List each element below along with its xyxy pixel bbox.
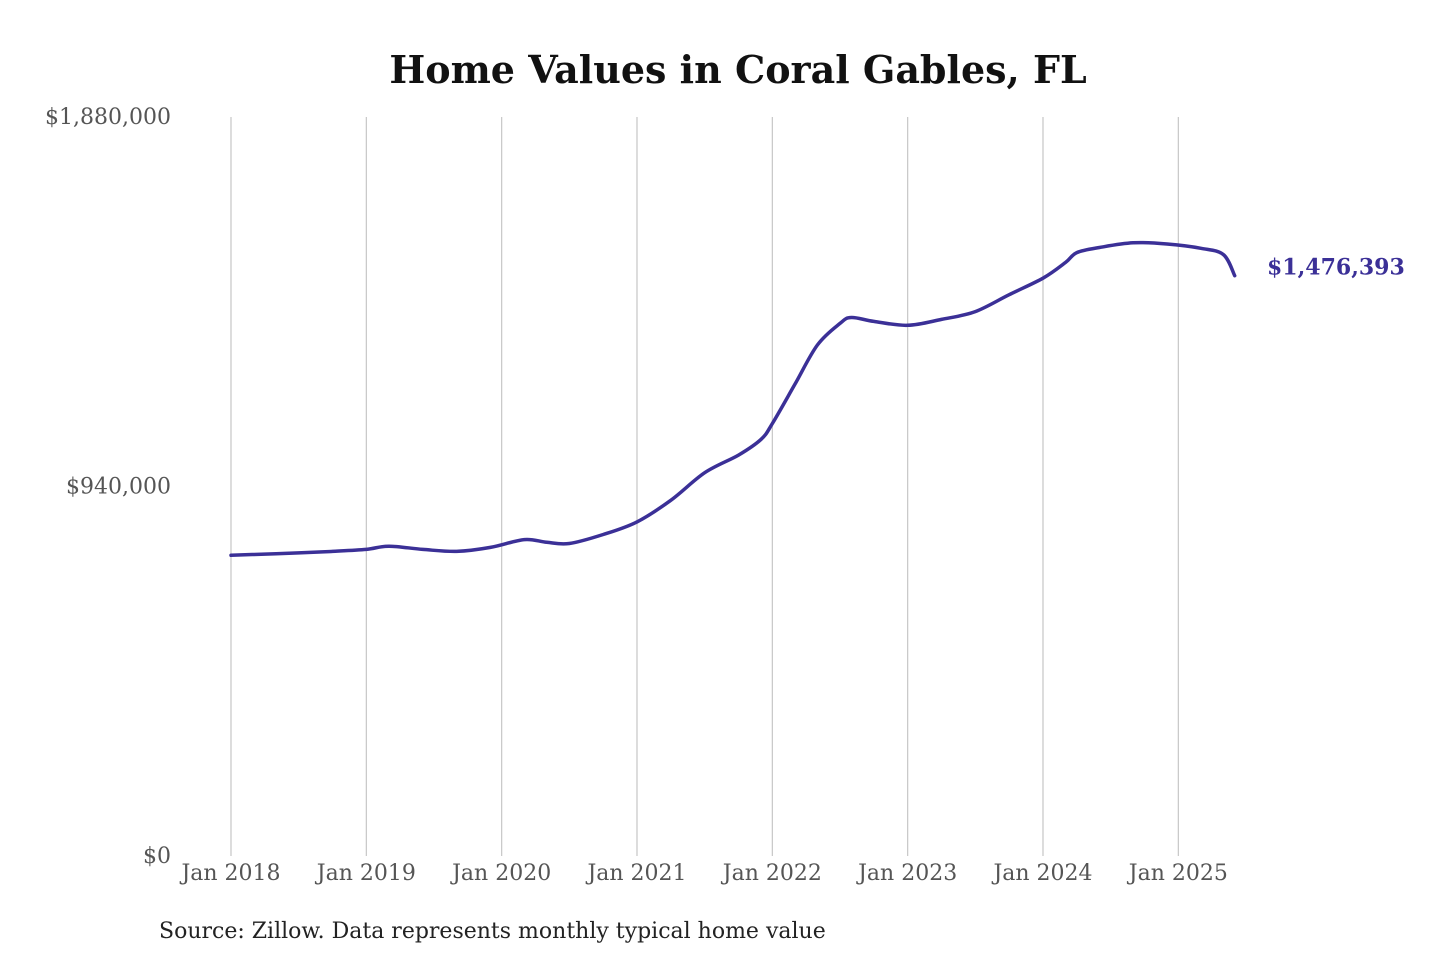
data-point bbox=[1165, 242, 1169, 246]
data-point bbox=[770, 422, 774, 426]
x-tick-label: Jan 2020 bbox=[450, 861, 551, 886]
x-tick-label: Jan 2024 bbox=[991, 861, 1092, 886]
y-tick-label: $940,000 bbox=[66, 475, 171, 500]
data-point bbox=[297, 551, 301, 555]
x-tick-label: Jan 2022 bbox=[721, 861, 822, 886]
y-axis: $0 $940,000 $1,880,000 bbox=[45, 105, 171, 869]
data-point bbox=[849, 315, 853, 319]
data-point bbox=[1064, 260, 1068, 264]
grid-layer bbox=[230, 117, 1179, 856]
data-point bbox=[263, 552, 267, 556]
x-tick-label: Jan 2025 bbox=[1127, 861, 1228, 886]
series-layer: $1,476,393 bbox=[229, 240, 1405, 558]
data-point bbox=[387, 544, 391, 548]
data-point bbox=[1007, 293, 1011, 297]
series-line bbox=[229, 240, 1237, 558]
data-point bbox=[815, 343, 819, 347]
data-point bbox=[421, 547, 425, 551]
data-point bbox=[1233, 274, 1237, 278]
data-point bbox=[793, 382, 797, 386]
data-point bbox=[759, 437, 763, 441]
data-point bbox=[1199, 246, 1203, 250]
data-point bbox=[601, 532, 605, 536]
data-point bbox=[838, 321, 842, 325]
data-point bbox=[488, 545, 492, 549]
data-point bbox=[331, 549, 335, 553]
x-tick-label: Jan 2019 bbox=[315, 861, 416, 886]
y-tick-label: $0 bbox=[143, 844, 171, 869]
data-point bbox=[364, 547, 368, 551]
x-tick-label: Jan 2018 bbox=[179, 861, 280, 886]
data-point bbox=[635, 520, 639, 524]
data-point bbox=[906, 323, 910, 327]
source-note: Source: Zillow. Data represents monthly … bbox=[159, 919, 826, 944]
data-point bbox=[669, 498, 673, 502]
x-tick-label: Jan 2023 bbox=[856, 861, 957, 886]
data-point bbox=[1131, 241, 1135, 245]
data-point bbox=[522, 538, 526, 542]
end-value-label: $1,476,393 bbox=[1267, 255, 1405, 281]
data-point bbox=[1041, 276, 1045, 280]
x-axis: Jan 2018 Jan 2019 Jan 2020 Jan 2021 Jan 2022… bbox=[179, 861, 1227, 886]
data-point bbox=[1097, 246, 1101, 250]
data-point bbox=[567, 541, 571, 545]
chart-title: Home Values in Coral Gables, FL bbox=[389, 47, 1086, 92]
data-point bbox=[1075, 251, 1079, 255]
y-tick-label: $1,880,000 bbox=[45, 105, 171, 130]
data-point bbox=[973, 310, 977, 314]
data-point bbox=[229, 553, 233, 557]
data-point bbox=[1221, 253, 1225, 257]
data-point bbox=[545, 540, 549, 544]
data-point bbox=[703, 471, 707, 475]
data-point bbox=[940, 317, 944, 321]
data-point bbox=[455, 549, 459, 553]
x-tick-label: Jan 2021 bbox=[585, 861, 686, 886]
data-point bbox=[737, 453, 741, 457]
data-point bbox=[872, 319, 876, 323]
